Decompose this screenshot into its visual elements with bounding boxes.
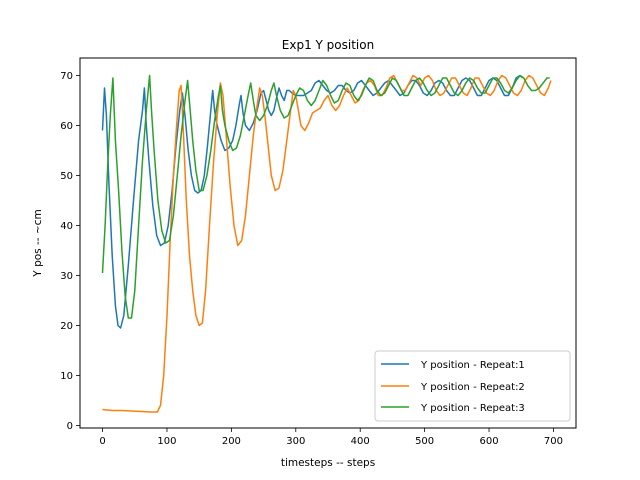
y-tick-label: 0 [67, 421, 73, 432]
plot-frame [79, 57, 577, 429]
y-tick-label: 40 [60, 221, 73, 232]
series-line-repeat-3 [101, 74, 550, 319]
x-tick-label: 300 [286, 436, 305, 447]
legend-label-repeat-1: Y position - Repeat:1 [420, 360, 525, 371]
y-tick-label: 20 [60, 321, 73, 332]
y-tick-label: 10 [60, 371, 73, 382]
series-layer [101, 74, 552, 413]
axes-ticks: 0 100 200 300 400 500 600 700 0 10 20 30 40 50 60 70 [60, 71, 563, 447]
x-tick-label: 200 [222, 436, 241, 447]
x-tick-label: 700 [544, 436, 563, 447]
series-line-repeat-2 [102, 74, 552, 413]
legend-box [374, 350, 571, 422]
legend: Y position - Repeat:1 Y position - Repea… [374, 350, 571, 422]
x-tick-label: 500 [415, 436, 434, 447]
y-tick-label: 30 [60, 271, 73, 282]
x-tick-label: 400 [351, 436, 370, 447]
chart-title: Exp1 Y position [282, 38, 374, 52]
x-axis-label: timesteps -- steps [281, 457, 375, 469]
x-tick-label: 0 [99, 436, 105, 447]
legend-label-repeat-3: Y position - Repeat:3 [420, 403, 525, 414]
y-tick-label: 50 [60, 171, 73, 182]
y-tick-label: 70 [60, 71, 73, 82]
x-tick-label: 600 [479, 436, 498, 447]
x-tick-label: 100 [157, 436, 176, 447]
legend-label-repeat-2: Y position - Repeat:2 [420, 382, 525, 393]
y-tick-label: 60 [60, 121, 73, 132]
y-axis-label: Y pos -- ~cm [32, 209, 44, 277]
